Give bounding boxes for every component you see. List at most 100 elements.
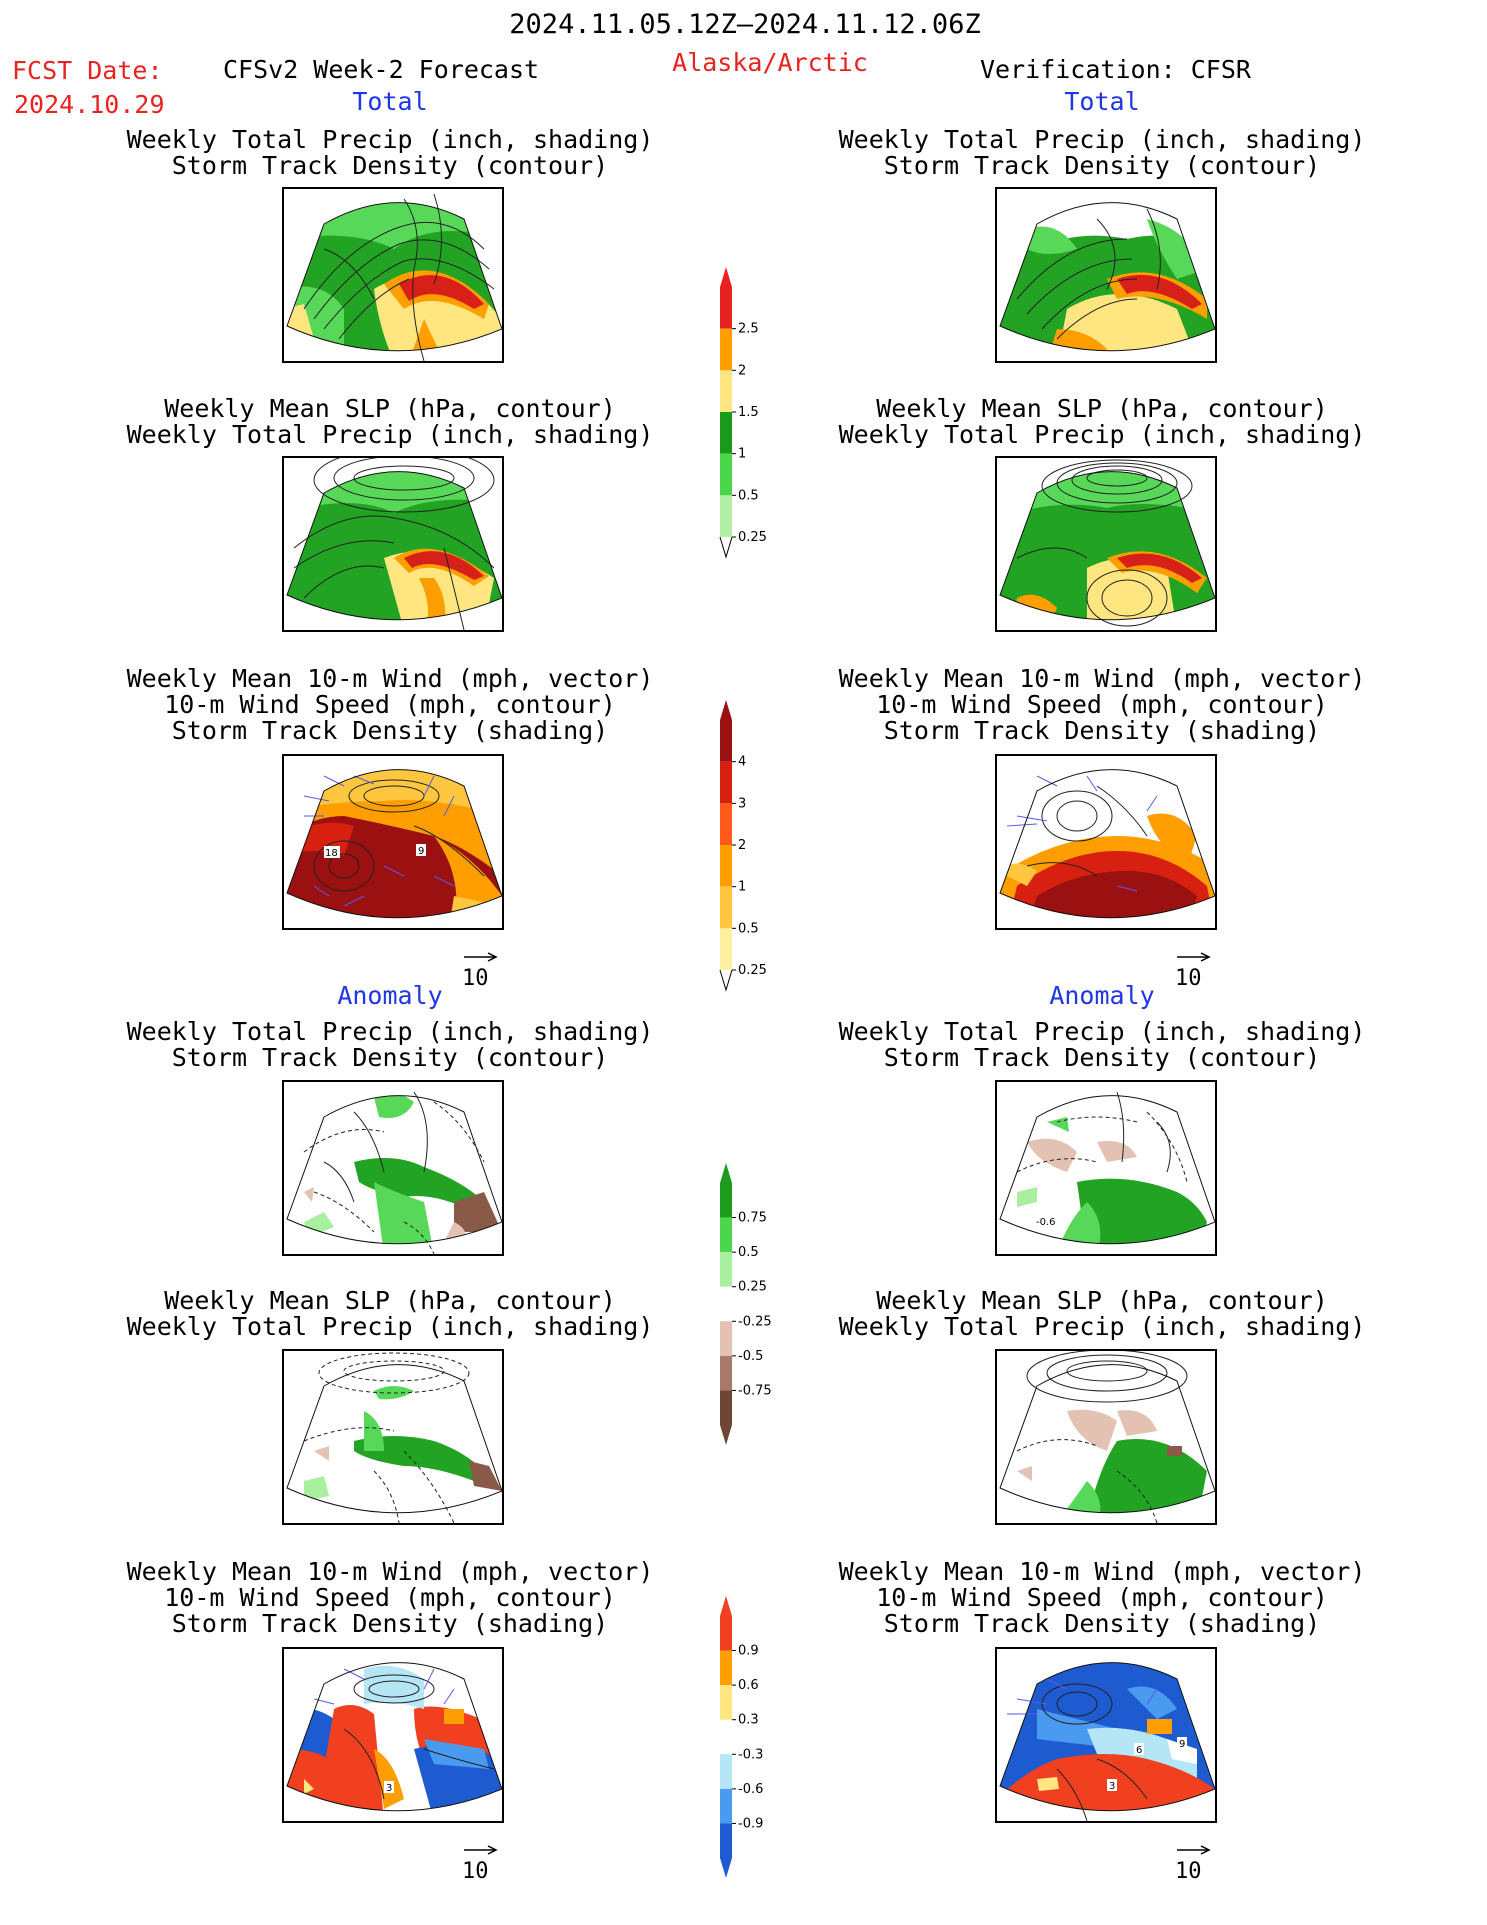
vector-reference-cfsr-total: 10 [1175,952,1215,992]
fcst-date-label: FCST Date: [12,56,163,85]
vector-reference-label: 10 [462,966,489,991]
map-cfsr-total-precip [995,187,1217,363]
arrow-right-icon [1177,1845,1211,1855]
colorbar-segment [720,1596,732,1651]
map-cfsr-anom-precip: -0.6 [995,1080,1217,1256]
colorbar-segment [720,495,732,537]
colorbar-segment [720,1163,732,1218]
colorbar-label: -0.9 [738,1816,763,1831]
title-cfsr-total-slp-1: Weekly Mean SLP (hPa, contour) [876,394,1328,423]
colorbar-segment [720,1719,732,1755]
colorbar-label: 4 [738,755,746,770]
model-title: CFSv2 Week-2 Forecast [223,55,540,84]
colorbar-segment [720,370,732,412]
title-fcst-total-wind-3: Storm Track Density (shading) [171,716,609,745]
colorbar-segment [720,1217,732,1253]
vector-reference-fcst-total: 10 [462,952,502,992]
colorbar-label: -0.6 [738,1782,763,1797]
colorbar-label: -0.75 [738,1383,772,1398]
title-fcst-total-precip-1: Weekly Total Precip (inch, shading) [126,125,654,154]
map-cfsr-anom-wind: 3 6 9 [995,1647,1217,1823]
title-cfsr-total-precip-1: Weekly Total Precip (inch, shading) [838,125,1366,154]
section-total-right: Total [1064,87,1140,116]
map-fcst-total-slp [282,456,504,632]
map-cfsr-anom-slp [995,1349,1217,1525]
title-cfsr-anom-wind-1: Weekly Mean 10-m Wind (mph, vector) [838,1557,1366,1586]
title-cfsr-total-wind-3: Storm Track Density (shading) [883,716,1321,745]
colorbar-label: 3 [738,796,746,811]
vector-reference-label: 10 [1175,1859,1202,1884]
title-cfsr-anom-slp-2: Weekly Total Precip (inch, shading) [838,1312,1366,1341]
colorbar-label: 0.6 [738,1678,759,1693]
map-fcst-anom-slp [282,1349,504,1525]
colorbar-label: 0.5 [738,488,759,503]
colorbar-segment [720,1286,732,1322]
title-fcst-anom-slp-1: Weekly Mean SLP (hPa, contour) [164,1286,616,1315]
arrow-right-icon [464,952,498,962]
colorbar-label: -0.25 [738,1314,772,1329]
title-fcst-anom-wind-1: Weekly Mean 10-m Wind (mph, vector) [126,1557,654,1586]
title-cfsr-anom-wind-2: 10-m Wind Speed (mph, contour) [876,1583,1328,1612]
colorbar-label: 2 [738,838,746,853]
verification-title: Verification: CFSR [980,55,1251,84]
colorbar-label: -0.3 [738,1747,763,1762]
map-label-cfsr-9: 9 [1179,1739,1185,1750]
colorbar-label: 2.5 [738,322,759,337]
section-total-left: Total [352,87,428,116]
colorbar-label: 2 [738,363,746,378]
colorbar-label: 0.25 [738,530,767,545]
title-fcst-anom-precip-1: Weekly Total Precip (inch, shading) [126,1017,654,1046]
colorbar-precip-anomaly: 0.75 0.5 0.25 -0.25 -0.5 -0.75 [718,1163,798,1445]
colorbar-label: 1 [738,447,746,462]
colorbar-open-end [719,969,733,992]
title-fcst-total-slp-2: Weekly Total Precip (inch, shading) [126,420,654,449]
colorbar-segment [720,1685,732,1720]
colorbar-storm-total: 4 3 2 1 0.5 0.25 [718,700,788,992]
colorbar-label: 0.3 [738,1713,759,1728]
colorbar-label: 0.25 [738,1280,767,1295]
title-fcst-total-wind-2: 10-m Wind Speed (mph, contour) [164,690,616,719]
colorbar-segment [720,845,732,887]
colorbar-label: 1 [738,880,746,895]
map-label-cfsr-3: 3 [1109,1781,1115,1792]
colorbar-segment [720,1823,732,1878]
title-fcst-total-slp-1: Weekly Mean SLP (hPa, contour) [164,394,616,423]
colorbar-label: 0.25 [738,963,767,978]
title-fcst-total-precip-2: Storm Track Density (contour) [171,151,609,180]
title-fcst-total-wind-1: Weekly Mean 10-m Wind (mph, vector) [126,664,654,693]
colorbar-label: 0.5 [738,921,759,936]
colorbar-segment [720,328,732,371]
title-cfsr-anom-wind-3: Storm Track Density (shading) [883,1609,1321,1638]
colorbar-segment [720,267,732,329]
region-title: Alaska/Arctic [672,48,868,77]
section-anomaly-left: Anomaly [337,981,443,1010]
colorbar-segment [720,1390,732,1445]
title-cfsr-anom-precip-1: Weekly Total Precip (inch, shading) [838,1017,1366,1046]
colorbar-segment [720,928,732,970]
vector-reference-fcst-anom: 10 [462,1845,502,1885]
map-fcst-anom-wind: 3 [282,1647,504,1823]
map-cfsr-total-wind [995,754,1217,930]
map-label-cfsr-6: 6 [1136,1745,1142,1756]
colorbar-open-end [719,536,733,559]
title-fcst-anom-wind-2: 10-m Wind Speed (mph, contour) [164,1583,616,1612]
arrow-right-icon [464,1845,498,1855]
title-cfsr-total-wind-2: 10-m Wind Speed (mph, contour) [876,690,1328,719]
colorbar-segment [720,453,732,496]
colorbar-label: 0.75 [738,1211,767,1226]
colorbar-segment [720,1788,732,1824]
title-cfsr-total-slp-2: Weekly Total Precip (inch, shading) [838,420,1366,449]
colorbar-segment [720,412,732,454]
title-cfsr-anom-slp-1: Weekly Mean SLP (hPa, contour) [876,1286,1328,1315]
colorbar-segment [720,1754,732,1789]
colorbar-label: 0.9 [738,1644,759,1659]
section-anomaly-right: Anomaly [1049,981,1155,1010]
title-cfsr-total-precip-2: Storm Track Density (contour) [883,151,1321,180]
colorbar-label: -0.5 [738,1349,763,1364]
map-label-9: 9 [418,846,424,857]
map-label-neg-06: -0.6 [1036,1217,1056,1228]
colorbar-segment [720,700,732,762]
colorbar-storm-anomaly: 0.9 0.6 0.3 -0.3 -0.6 -0.9 [718,1596,798,1878]
vector-reference-cfsr-anom: 10 [1175,1845,1215,1885]
vector-reference-label: 10 [1175,966,1202,991]
